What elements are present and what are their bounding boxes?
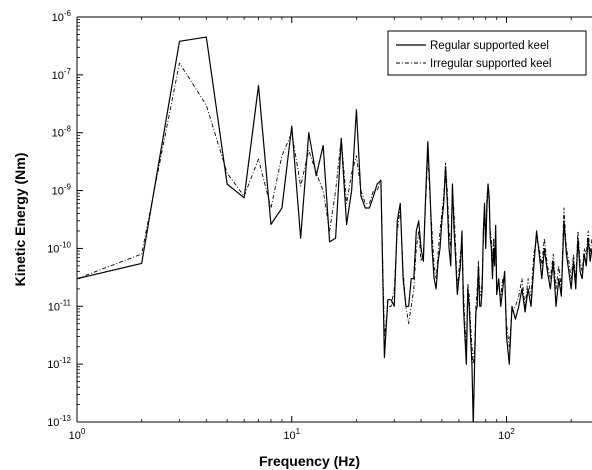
legend-box (387, 30, 587, 76)
y-tick-label: 10-7 (52, 67, 72, 82)
axes-layer (76, 16, 592, 423)
legend-label: Irregular supported keel (430, 58, 551, 70)
legend: Regular supported keel Irregular supporte… (387, 30, 587, 76)
series-line-irregular-supported-keel (77, 62, 592, 365)
x-axis-title: Frequency (Hz) (259, 453, 360, 469)
y-axis-title: Kinetic Energy (Nm) (12, 153, 28, 287)
series-line-regular-supported-keel (77, 36, 592, 422)
x-tick-label: 102 (498, 427, 515, 442)
y-tick-label: 10-9 (52, 183, 72, 198)
y-tick-label: 10-8 (52, 125, 72, 140)
y-tick-label: 10-13 (47, 414, 71, 429)
x-tick-label: 101 (283, 427, 300, 442)
y-tick-label: 10-6 (52, 9, 72, 24)
y-tick-label: 10-10 (47, 240, 71, 255)
legend-label: Regular supported keel (430, 40, 549, 52)
y-tick-label: 10-12 (47, 356, 71, 371)
series-layer (77, 36, 592, 422)
y-tick-label: 10-11 (48, 298, 72, 313)
x-tick-label: 100 (69, 427, 86, 442)
